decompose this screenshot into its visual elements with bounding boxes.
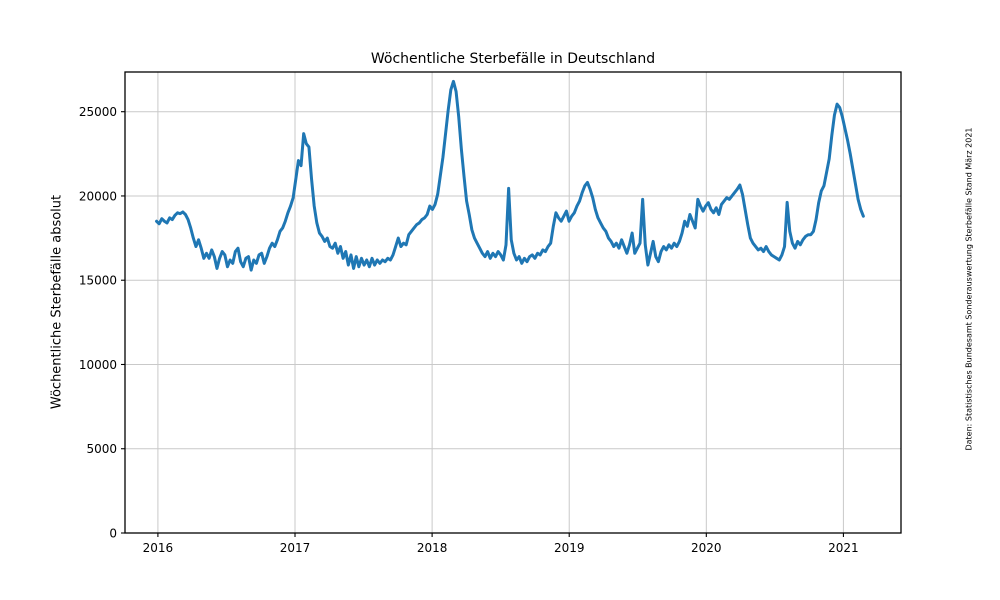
- y-axis-label: Wöchentliche Sterbefälle absolut: [49, 194, 65, 410]
- y-tick-label: 5000: [86, 442, 117, 456]
- x-tick-label: 2021: [828, 541, 859, 555]
- x-tick-label: 2019: [554, 541, 585, 555]
- y-tick-label: 25000: [79, 105, 117, 119]
- data-line: [155, 79, 865, 272]
- y-tick-label: 10000: [79, 358, 117, 372]
- x-tick-label: 2016: [143, 541, 174, 555]
- y-tick-label: 0: [109, 527, 117, 541]
- x-tick-label: 2017: [280, 541, 311, 555]
- chart-title: Wöchentliche Sterbefälle in Deutschland: [370, 51, 656, 67]
- x-tick-label: 2018: [417, 541, 448, 555]
- x-tick-label: 2020: [691, 541, 722, 555]
- y-tick-label: 15000: [79, 274, 117, 288]
- axes-box: [124, 71, 902, 534]
- source-caption: Daten: Statistisches Bundesamt Sonderaus…: [964, 127, 974, 451]
- y-tick-label: 20000: [79, 189, 117, 203]
